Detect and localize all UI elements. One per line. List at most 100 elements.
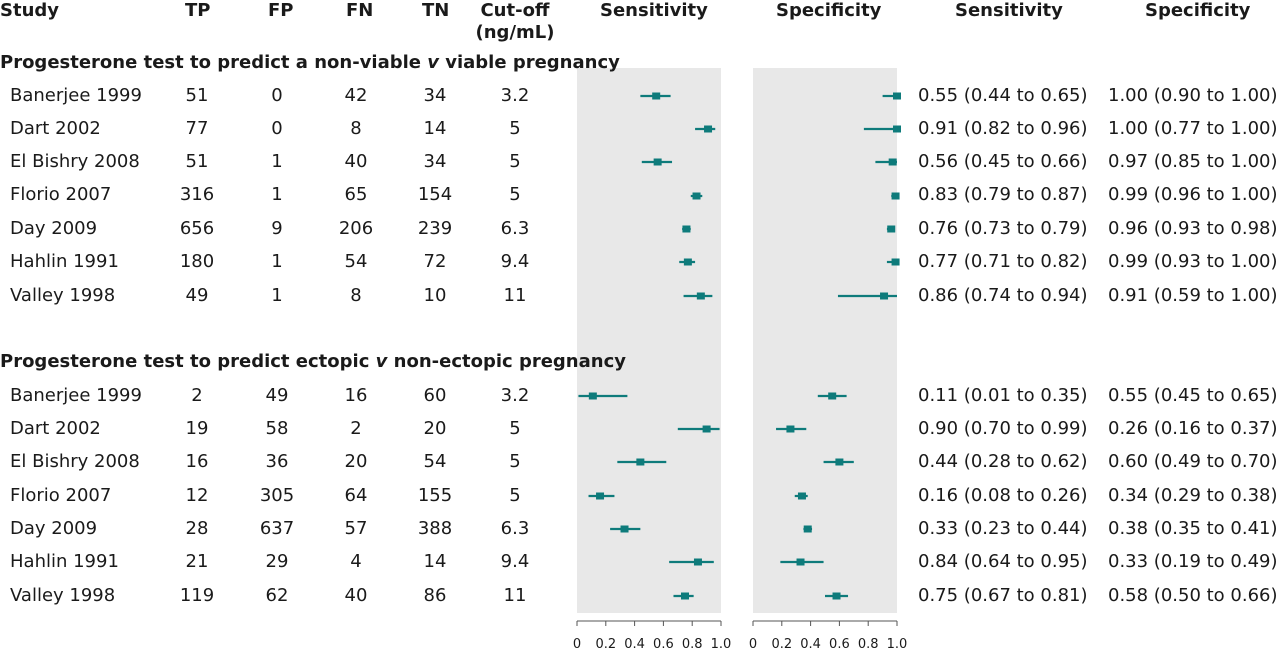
- cutoff-value: 5: [509, 184, 521, 205]
- fp-value: 49: [265, 385, 289, 406]
- fp-value: 1: [271, 151, 283, 172]
- specificity-ci: 0.26 (0.16 to 0.37): [1108, 418, 1278, 439]
- tn-value: 388: [417, 518, 453, 539]
- header-sensitivity-ci: Sensitivity: [955, 0, 1063, 21]
- sensitivity-tick-label: 0: [573, 637, 581, 649]
- specificity-point-estimate: [797, 492, 806, 500]
- specificity-point-estimate: [891, 192, 900, 200]
- tn-value: 34: [423, 85, 447, 106]
- header-tn: TN: [422, 0, 450, 21]
- fn-value: 64: [344, 485, 368, 506]
- sensitivity-ci: 0.91 (0.82 to 0.96): [918, 118, 1088, 139]
- cutoff-value: 6.3: [500, 518, 530, 539]
- specificity-point-estimate: [887, 225, 896, 233]
- tp-value: 21: [185, 551, 209, 572]
- specificity-ci: 0.60 (0.49 to 0.70): [1108, 451, 1278, 472]
- section-title-ectopic: Progesterone test to predict ectopic v n…: [0, 351, 626, 372]
- specificity-ci: 0.55 (0.45 to 0.65): [1108, 385, 1278, 406]
- fp-value: 58: [265, 418, 289, 439]
- header-tp: TP: [185, 0, 211, 21]
- study-name: Day 2009: [10, 218, 98, 239]
- sensitivity-point-estimate: [704, 125, 713, 133]
- sensitivity-point-estimate: [683, 258, 692, 266]
- tp-value: 12: [185, 485, 209, 506]
- sensitivity-point-estimate: [653, 158, 662, 166]
- study-name: Day 2009: [10, 518, 98, 539]
- fn-value: 57: [344, 518, 368, 539]
- tn-value: 10: [423, 285, 447, 306]
- header-cutoff: Cut-off: [480, 0, 550, 21]
- sensitivity-point-estimate: [620, 525, 629, 533]
- header-specificity-ci: Specificity: [1145, 0, 1251, 21]
- sensitivity-point-estimate: [652, 92, 661, 100]
- tp-value: 51: [185, 85, 209, 106]
- fp-value: 9: [271, 218, 283, 239]
- fn-value: 8: [350, 118, 362, 139]
- specificity-point-estimate: [893, 125, 901, 133]
- tn-value: 14: [423, 118, 447, 139]
- study-name: Florio 2007: [10, 485, 112, 506]
- tn-value: 34: [423, 151, 447, 172]
- specificity-ci: 0.58 (0.50 to 0.66): [1108, 585, 1278, 606]
- specificity-point-estimate: [796, 558, 805, 566]
- tn-value: 54: [423, 451, 447, 472]
- specificity-tick-label: 0: [749, 637, 757, 649]
- cutoff-value: 3.2: [500, 385, 530, 406]
- study-name: Valley 1998: [10, 285, 116, 306]
- sensitivity-ci: 0.11 (0.01 to 0.35): [918, 385, 1088, 406]
- sensitivity-ci: 0.83 (0.79 to 0.87): [918, 184, 1088, 205]
- specificity-point-estimate: [893, 92, 901, 100]
- fn-value: 4: [350, 551, 362, 572]
- cutoff-value: 11: [503, 285, 527, 306]
- header-study: Study: [0, 0, 60, 21]
- cutoff-value: 3.2: [500, 85, 530, 106]
- tn-value: 239: [417, 218, 453, 239]
- specificity-tick-label: 0.6: [829, 637, 850, 649]
- sensitivity-tick-label: 0.2: [595, 637, 616, 649]
- sensitivity-point-estimate: [636, 458, 645, 466]
- fp-value: 0: [271, 85, 283, 106]
- specificity-tick-label: 1.0: [887, 637, 908, 649]
- sensitivity-tick-label: 0.4: [624, 637, 645, 649]
- sensitivity-ci: 0.33 (0.23 to 0.44): [918, 518, 1088, 539]
- tp-value: 16: [185, 451, 209, 472]
- cutoff-value: 9.4: [500, 551, 530, 572]
- fp-value: 36: [265, 451, 289, 472]
- study-name: El Bishry 2008: [10, 151, 140, 172]
- sensitivity-ci: 0.16 (0.08 to 0.26): [918, 485, 1088, 506]
- tn-value: 154: [417, 184, 453, 205]
- specificity-ci: 0.99 (0.96 to 1.00): [1108, 184, 1278, 205]
- sensitivity-ci: 0.86 (0.74 to 0.94): [918, 285, 1088, 306]
- tn-value: 14: [423, 551, 447, 572]
- specificity-panel-background: [753, 68, 897, 613]
- study-name: Dart 2002: [10, 118, 101, 139]
- specificity-ci: 0.38 (0.35 to 0.41): [1108, 518, 1278, 539]
- specificity-tick-label: 0.4: [800, 637, 821, 649]
- tp-value: 316: [179, 184, 215, 205]
- study-name: Hahlin 1991: [10, 251, 119, 272]
- specificity-ci: 1.00 (0.90 to 1.00): [1108, 85, 1278, 106]
- sensitivity-ci: 0.75 (0.67 to 0.81): [918, 585, 1088, 606]
- cutoff-value: 5: [509, 118, 521, 139]
- tp-value: 180: [179, 251, 215, 272]
- sensitivity-ci: 0.77 (0.71 to 0.82): [918, 251, 1088, 272]
- header-fn: FN: [346, 0, 374, 21]
- specificity-ci: 0.91 (0.59 to 1.00): [1108, 285, 1278, 306]
- tn-value: 72: [423, 251, 447, 272]
- tp-value: 51: [185, 151, 209, 172]
- specificity-point-estimate: [786, 425, 795, 433]
- tn-value: 86: [423, 585, 447, 606]
- sensitivity-ci: 0.76 (0.73 to 0.79): [918, 218, 1088, 239]
- header-specificity-plot: Specificity: [776, 0, 882, 21]
- sensitivity-ci: 0.44 (0.28 to 0.62): [918, 451, 1088, 472]
- sensitivity-tick-label: 0.8: [682, 637, 703, 649]
- sensitivity-tick-label: 1.0: [711, 637, 732, 649]
- study-name: Valley 1998: [10, 585, 116, 606]
- sensitivity-point-estimate: [702, 425, 711, 433]
- sensitivity-point-estimate: [692, 192, 701, 200]
- specificity-point-estimate: [828, 392, 837, 400]
- header-sensitivity-plot: Sensitivity: [600, 0, 708, 21]
- specificity-point-estimate: [891, 258, 900, 266]
- sensitivity-point-estimate: [682, 225, 691, 233]
- fn-value: 65: [344, 184, 368, 205]
